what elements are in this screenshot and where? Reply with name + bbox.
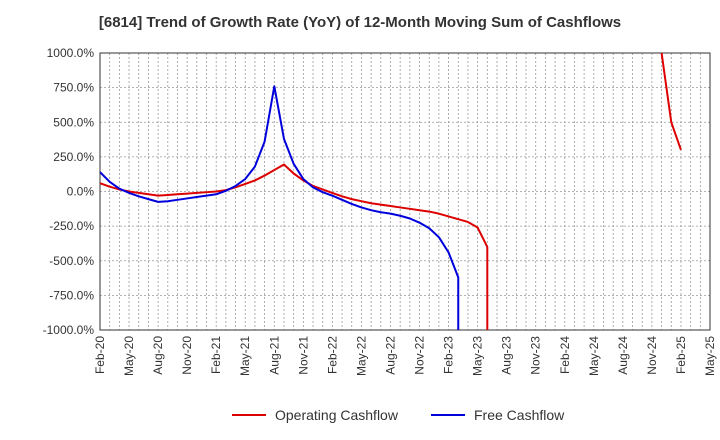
x-tick-label: Feb-25 <box>674 336 688 374</box>
x-tick-label: Nov-22 <box>413 336 427 375</box>
y-tick-label: -750.0% <box>49 288 94 302</box>
y-tick-label: 250.0% <box>53 150 94 164</box>
x-tick-label: May-23 <box>471 336 485 376</box>
y-tick-label: 1000.0% <box>47 46 95 60</box>
x-tick-label: May-24 <box>587 336 601 376</box>
x-tick-label: Feb-23 <box>442 336 456 374</box>
x-tick-label: Nov-24 <box>645 336 659 375</box>
x-tick-label: Aug-22 <box>383 336 397 375</box>
y-tick-label: -250.0% <box>49 219 94 233</box>
y-tick-label: 500.0% <box>53 115 94 129</box>
x-tick-label: May-22 <box>354 336 368 376</box>
x-tick-label: Nov-21 <box>296 336 310 375</box>
series-line-operating-cashflow <box>100 53 682 330</box>
y-tick-label: -500.0% <box>49 254 94 268</box>
y-tick-label: 0.0% <box>67 185 95 199</box>
y-tick-label: 750.0% <box>53 81 94 95</box>
x-tick-label: Aug-23 <box>500 336 514 375</box>
x-axis-labels: Feb-20 May-20 Aug-20 Nov-20 Feb-21 May-21 Aug-… <box>93 336 717 376</box>
horizontal-gridlines <box>100 87 710 296</box>
x-tick-label: Feb-24 <box>558 336 572 374</box>
y-axis-labels: 1000.0% 750.0% 500.0% 250.0% 0.0% -250.0% -500… <box>43 46 95 337</box>
x-tick-label: May-21 <box>238 336 252 376</box>
series-line-free-cashflow <box>100 85 460 330</box>
x-tick-label: May-25 <box>703 336 717 376</box>
x-tick-label: May-20 <box>122 336 136 376</box>
legend-label-operating-cashflow: Operating Cashflow <box>275 407 399 423</box>
x-tick-label: Aug-21 <box>267 336 281 375</box>
x-tick-label: Aug-20 <box>151 336 165 375</box>
series-layer <box>100 53 682 330</box>
legend-label-free-cashflow: Free Cashflow <box>474 407 565 423</box>
x-tick-label: Feb-22 <box>325 336 339 374</box>
x-tick-label: Feb-20 <box>93 336 107 374</box>
legend: Operating Cashflow Free Cashflow <box>232 407 565 423</box>
chart-title: [6814] Trend of Growth Rate (YoY) of 12-… <box>98 14 622 31</box>
y-tick-label: -1000.0% <box>43 323 95 337</box>
x-tick-label: Feb-21 <box>209 336 223 374</box>
x-tick-label: Nov-20 <box>180 336 194 375</box>
x-tick-label: Aug-24 <box>616 336 630 375</box>
x-tick-label: Nov-23 <box>529 336 543 375</box>
plot-border <box>99 52 711 331</box>
